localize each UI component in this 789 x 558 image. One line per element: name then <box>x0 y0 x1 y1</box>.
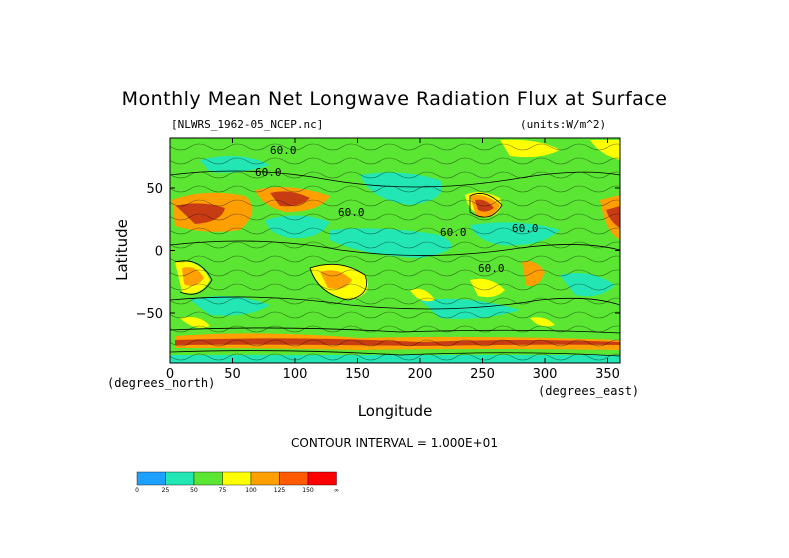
colorbar: 0 25 50 75 100 125 150 ∞ <box>135 471 339 494</box>
x-tick-label: 350 <box>595 367 620 382</box>
chart-title: Monthly Mean Net Longwave Radiation Flux… <box>121 88 668 110</box>
x-tick-label: 100 <box>283 367 308 382</box>
x-tick-label: 200 <box>408 367 433 382</box>
contour-label: 60.0 <box>478 262 505 275</box>
colorbar-swatch <box>279 471 309 486</box>
colorbar-label: 50 <box>190 487 198 494</box>
contour-interval: CONTOUR INTERVAL = 1.000E+01 <box>291 436 498 450</box>
axis-tick-labels: 0 50 100 150 200 250 300 350 50 0 −50 <box>136 182 620 382</box>
file-label: [NLWRS_1962-05_NCEP.nc] <box>171 118 324 131</box>
axis-ticks <box>169 138 620 363</box>
colorbar-end-label: ∞ <box>334 487 339 494</box>
x-tick-label: 250 <box>470 367 495 382</box>
contour-label: 60.0 <box>255 166 282 179</box>
units-label: (units:W/m^2) <box>520 118 607 131</box>
colorbar-swatch <box>165 471 195 486</box>
colorbar-swatch <box>250 471 280 486</box>
colorbar-label: 100 <box>245 487 257 494</box>
x-tick-label: 0 <box>166 367 174 382</box>
colorbar-label: 0 <box>135 487 139 494</box>
contour-label: 60.0 <box>270 144 297 157</box>
contour-lines <box>170 138 620 363</box>
colorbar-swatch <box>193 471 223 486</box>
x-tick-label: 50 <box>224 367 241 382</box>
field-shading <box>170 138 620 363</box>
x-tick-label: 300 <box>533 367 558 382</box>
y-tick-label: −50 <box>136 307 163 322</box>
contour-label: 60.0 <box>338 206 365 219</box>
y-unit-label: (degrees_north) <box>107 376 215 390</box>
colorbar-swatch <box>307 471 337 486</box>
y-axis-label: Latitude <box>113 219 131 281</box>
colorbar-label: 75 <box>219 487 227 494</box>
colorbar-label: 25 <box>162 487 170 494</box>
x-tick-label: 150 <box>345 367 370 382</box>
y-tick-label: 0 <box>155 245 163 260</box>
contour-paths <box>170 170 620 357</box>
colorbar-label: 150 <box>302 487 314 494</box>
x-unit-label: (degrees_east) <box>538 384 639 398</box>
y-tick-label: 50 <box>146 182 163 197</box>
contour-label: 60.0 <box>512 222 539 235</box>
colorbar-swatch <box>136 471 166 486</box>
x-axis-label: Longitude <box>358 402 433 420</box>
contour-label: 60.0 <box>440 226 467 239</box>
colorbar-label: 125 <box>274 487 286 494</box>
colorbar-swatch <box>222 471 252 486</box>
